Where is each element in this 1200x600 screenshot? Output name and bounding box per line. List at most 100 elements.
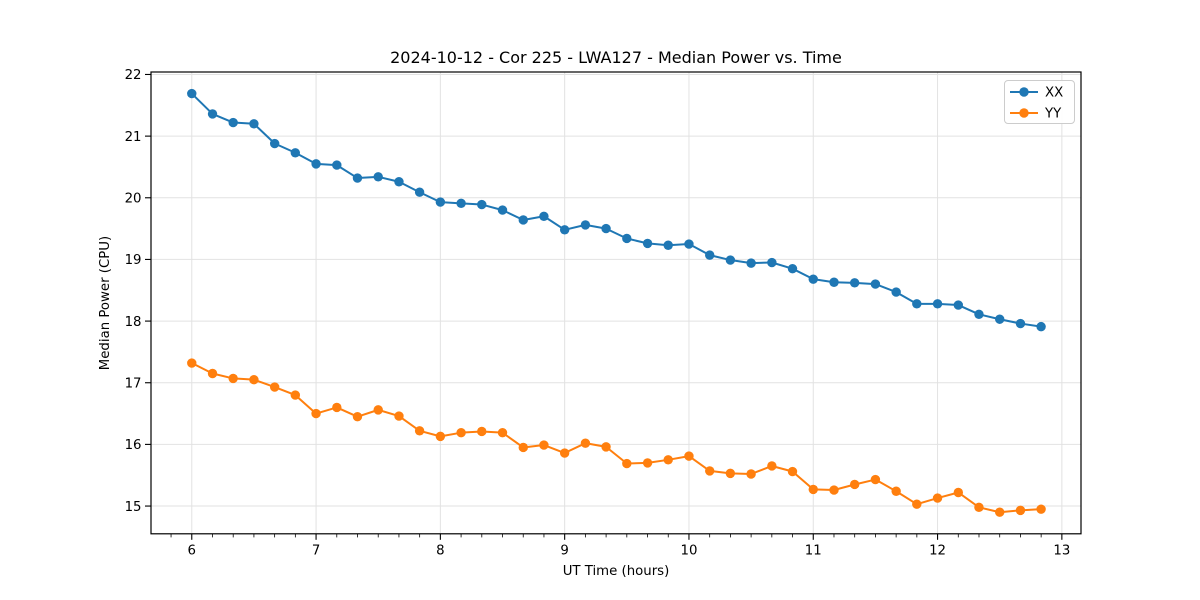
series-xx-marker <box>767 257 777 268</box>
series-yy-marker <box>1015 505 1026 516</box>
y-tick-label: 15 <box>125 500 142 515</box>
series-yy-marker <box>829 485 839 495</box>
series-xx-marker <box>1036 321 1046 332</box>
series-xx-marker <box>870 279 881 289</box>
series-yy-marker <box>332 402 342 413</box>
series-xx-marker <box>891 287 901 297</box>
series-xx-marker <box>601 223 611 234</box>
series-xx-marker <box>829 277 839 287</box>
series-yy-marker <box>1036 504 1046 514</box>
y-tick-label: 21 <box>125 130 142 145</box>
series-yy-marker <box>394 411 404 421</box>
series-yy-marker <box>207 368 218 379</box>
series-yy-marker <box>767 461 777 471</box>
series-yy-marker <box>580 438 591 448</box>
series-xx-marker <box>249 119 259 129</box>
series-yy-marker <box>456 427 466 438</box>
series-yy-marker <box>870 474 881 485</box>
series-yy-marker <box>373 405 383 415</box>
y-tick-label: 19 <box>125 253 142 268</box>
data-series <box>187 88 1046 517</box>
series-xx-marker <box>290 148 301 158</box>
series-yy-marker <box>497 427 508 438</box>
series-xx-marker <box>394 177 404 187</box>
series-xx-marker <box>456 198 466 209</box>
y-tick-label: 17 <box>125 376 142 391</box>
legend: XX YY <box>1004 80 1075 124</box>
axis-ticks <box>145 73 1063 540</box>
series-yy-marker <box>725 468 736 479</box>
series-yy-marker <box>932 493 943 503</box>
series-xx-marker <box>207 109 218 119</box>
series-yy-marker <box>622 458 632 469</box>
series-yy-marker <box>808 484 818 495</box>
y-axis-label: Median Power (CPU) <box>98 236 113 370</box>
series-yy-marker <box>290 390 301 400</box>
legend-label: YY <box>1044 107 1062 122</box>
series-yy-marker <box>684 451 694 461</box>
series-yy-marker <box>995 507 1005 517</box>
series-yy-marker <box>559 448 570 458</box>
series-yy-marker <box>435 431 446 442</box>
series-xx-marker <box>580 220 591 230</box>
series-yy-line <box>190 362 1043 514</box>
legend-marker-sample <box>1019 87 1029 97</box>
series-xx-marker <box>477 199 487 210</box>
series-yy-marker <box>311 408 321 419</box>
series-xx-marker <box>352 173 363 183</box>
grid-lines <box>151 72 1081 534</box>
series-xx-marker <box>269 138 280 149</box>
legend-marker-sample <box>1019 108 1029 118</box>
series-xx-marker <box>684 239 694 249</box>
series-xx-marker <box>518 215 528 225</box>
series-xx-marker <box>746 258 756 268</box>
x-tick-label: 6 <box>188 543 196 558</box>
series-yy-marker <box>787 466 798 477</box>
series-xx-marker <box>559 225 570 235</box>
axis-tick-labels: 6 7 8 9 10 11 12 13 15 16 17 18 19 20 21 22 <box>125 68 1071 558</box>
series-xx-marker <box>663 240 673 250</box>
series-xx-marker <box>332 160 342 170</box>
series-xx-marker <box>228 117 238 128</box>
legend-item-yy: YY <box>1010 107 1062 122</box>
y-tick-label: 18 <box>125 315 142 330</box>
series-xx-line <box>190 92 1043 328</box>
series-yy-marker <box>891 486 901 496</box>
series-xx-marker <box>912 299 922 309</box>
x-tick-label: 10 <box>681 543 698 558</box>
x-tick-label: 13 <box>1053 543 1070 558</box>
series-xx-marker <box>311 159 321 169</box>
y-tick-label: 16 <box>125 438 142 453</box>
chart-title: 2024-10-12 - Cor 225 - LWA127 - Median P… <box>390 48 842 67</box>
series-xx-marker <box>642 238 653 249</box>
x-axis-label: UT Time (hours) <box>563 564 670 579</box>
series-xx-marker <box>1015 318 1026 329</box>
series-xx-marker <box>849 278 860 288</box>
series-yy-marker <box>601 442 611 452</box>
y-tick-label: 20 <box>125 191 142 206</box>
series-yy-marker <box>414 426 425 436</box>
legend-box <box>1004 80 1075 124</box>
series-yy-marker <box>352 411 363 422</box>
series-yy-marker <box>663 455 673 465</box>
x-tick-label: 7 <box>312 543 320 558</box>
series-yy-marker <box>477 426 487 437</box>
x-tick-label: 11 <box>805 543 822 558</box>
series-yy-marker <box>705 466 715 476</box>
series-xx-marker <box>373 172 383 182</box>
series-xx-marker <box>622 233 632 244</box>
legend-label: XX <box>1045 86 1063 101</box>
series-yy-marker <box>642 458 653 468</box>
series-xx-marker <box>932 299 943 309</box>
series-yy-marker <box>849 479 860 490</box>
series-yy-marker <box>539 440 549 450</box>
series-xx-marker <box>725 255 736 265</box>
x-tick-label: 8 <box>436 543 444 558</box>
y-tick-label: 22 <box>125 68 142 83</box>
series-xx-marker <box>974 309 984 320</box>
series-xx-marker <box>414 187 425 197</box>
series-xx-marker <box>497 205 508 215</box>
series-yy-marker <box>187 358 197 368</box>
